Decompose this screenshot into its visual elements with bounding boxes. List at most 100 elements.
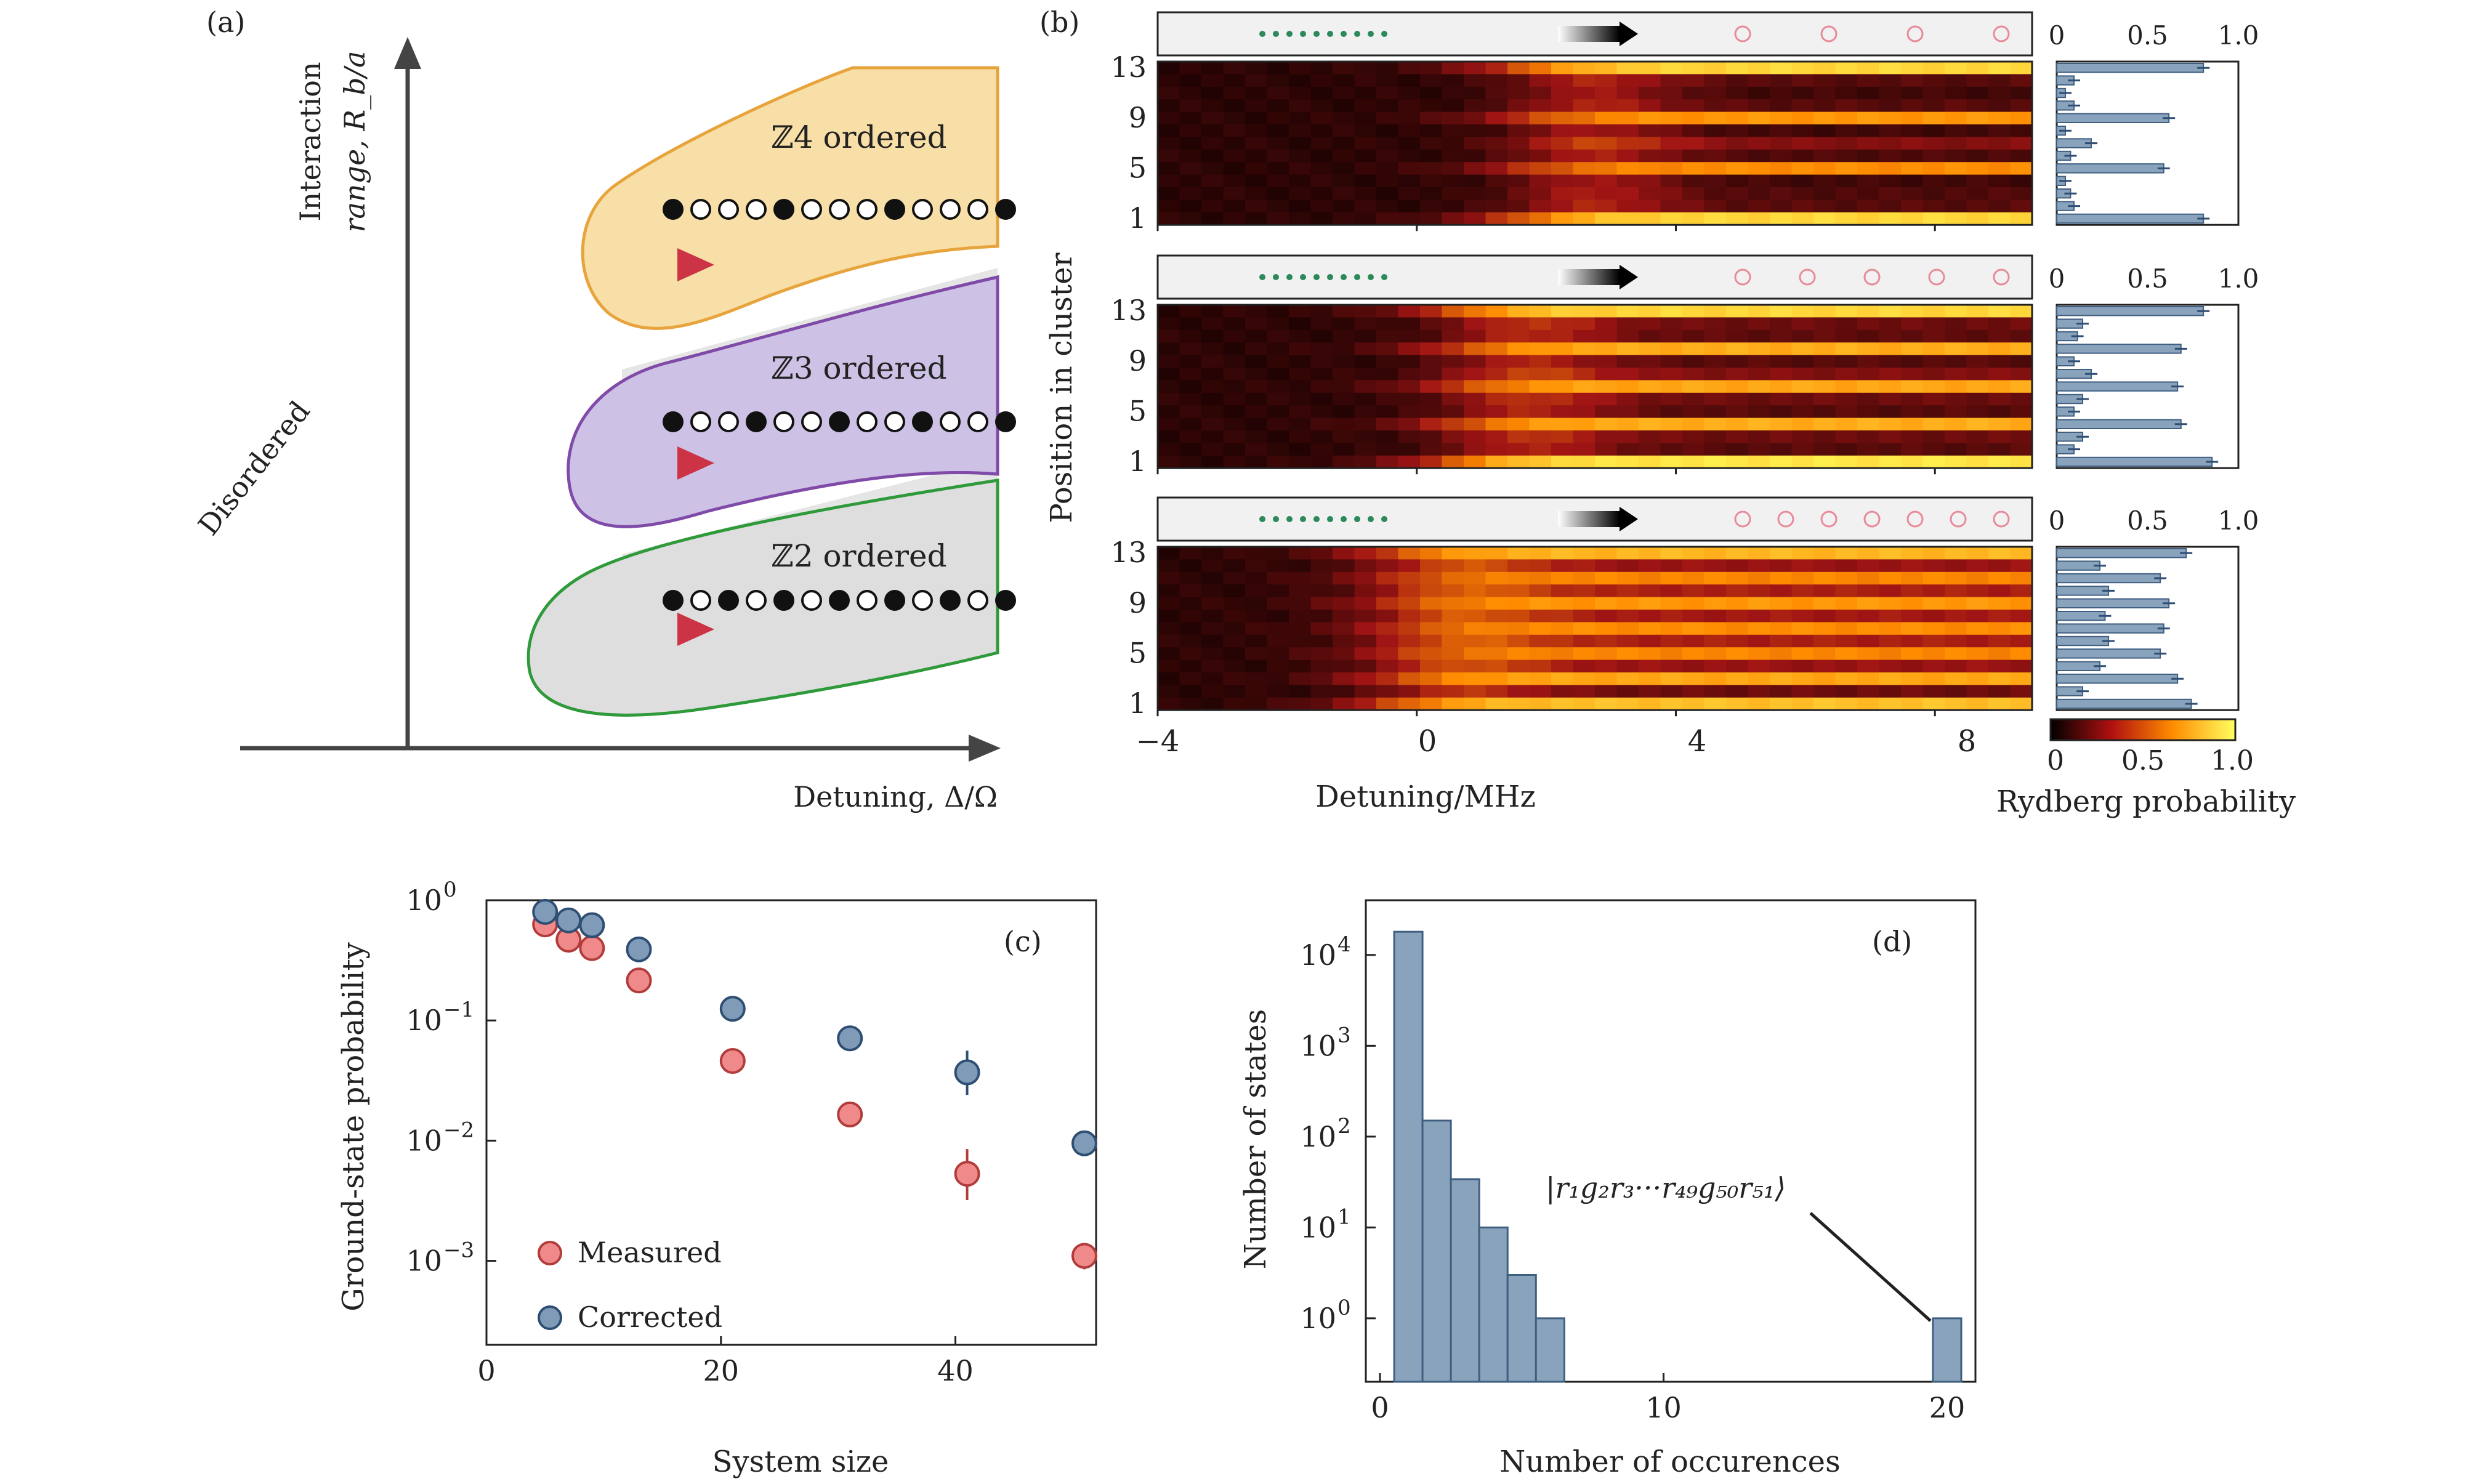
heatmap-cell (1770, 111, 1792, 125)
heatmap-cell (1573, 430, 1596, 443)
heatmap-cell (1748, 355, 1770, 368)
heatmap-cell (1376, 392, 1398, 406)
heatmap-cell (1179, 86, 1202, 100)
heatmap-cell (1354, 200, 1377, 213)
heatmap-cell (1507, 212, 1530, 225)
heatmap-cell (1179, 559, 1202, 573)
heatmap-cell (1988, 174, 2011, 188)
heatmap-cell (1748, 74, 1770, 87)
heatmap-cell (1945, 305, 1967, 318)
heatmap-cell (1726, 571, 1748, 585)
heatmap-cell (1857, 547, 1879, 560)
heatmap-cell (1420, 86, 1442, 100)
heatmap-cell (1179, 137, 1202, 150)
heatmap-cell (1988, 584, 2011, 598)
heatmap-cell (1179, 685, 1202, 698)
heatmap-cell (1726, 200, 1748, 213)
heatmap-cell (1966, 380, 1989, 393)
heatmap-cell (1879, 305, 1902, 318)
heatmap-cell (1988, 380, 2011, 393)
heatmap-cell (1726, 405, 1748, 419)
heatmap-cell (1179, 305, 1202, 318)
heatmap-cell (1616, 597, 1639, 610)
heatmap-cell (1595, 74, 1617, 87)
atom-dot (995, 411, 1016, 432)
heatmap-cell (1245, 392, 1267, 406)
heatmap-cell (1748, 329, 1770, 343)
heatmap-cell (1595, 659, 1617, 673)
d-y-tick: 10 (1300, 1211, 1336, 1244)
heatmap-cell (1158, 547, 1180, 560)
heatmap-cell (1442, 174, 1464, 188)
heatmap-cell (1398, 212, 1421, 225)
heatmap-cell (1333, 86, 1355, 100)
heatmap-cell (1879, 634, 1902, 648)
heatmap-cell (1901, 610, 1923, 623)
heatmap-cell (1660, 62, 1683, 75)
heatmap-cell (1639, 62, 1661, 75)
heatmap-cell (1595, 685, 1617, 698)
heatmap-cell (1398, 571, 1421, 585)
heatmap-cell (1289, 368, 1311, 381)
heatmap-cell (1507, 187, 1530, 200)
heatmap-cell (1966, 86, 1989, 100)
heatmap-cell (1507, 137, 1530, 150)
heatmap-cell (1551, 622, 1573, 635)
d-x-tick: 0 (1371, 1391, 1389, 1424)
heatmap-cell (1507, 610, 1530, 623)
heatmap-cell (1835, 86, 1858, 100)
heatmap-cell (1748, 317, 1770, 331)
heatmap-cell (2010, 417, 2033, 431)
heatmap-cell (1988, 559, 2011, 573)
heatmap-cell (1857, 162, 1879, 175)
heatmap-cell (1464, 610, 1486, 623)
heatmap-cell (1660, 547, 1683, 560)
heatmap-cell (1770, 368, 1792, 381)
heatmap-cell (1507, 634, 1530, 648)
panel-d-annotation: |r₁g₂r₃···r₄₉g₅₀r₅₁⟩ (1546, 1171, 1786, 1204)
atom-dot (773, 199, 794, 220)
heatmap-cell (1726, 368, 1748, 381)
heatmap-cell (1704, 162, 1727, 175)
heatmap-cell (1420, 111, 1442, 125)
atom-dot (940, 199, 961, 220)
heatmap-cell (1857, 634, 1879, 648)
heatmap-cell (1245, 99, 1267, 113)
heatmap-cell (1310, 559, 1333, 573)
heatmap-cell (1201, 571, 1224, 585)
heatmap-cell (1485, 162, 1508, 175)
atom-spot (1341, 516, 1347, 522)
heatmap-cell (1595, 380, 1617, 393)
heatmap-cell (1726, 137, 1748, 150)
x-axis-arrow-icon (969, 735, 1001, 762)
bar-profile-bar (2056, 213, 2205, 224)
heatmap-cell (1529, 685, 1552, 698)
heatmap-cell (1442, 685, 1464, 698)
histogram-bar (1478, 1226, 1509, 1383)
heatmap-cell (1966, 317, 1989, 331)
heatmap-cell (1879, 647, 1902, 661)
heatmap-cell (1245, 342, 1267, 356)
heatmap-cell (1507, 149, 1530, 163)
heatmap-cell (1376, 571, 1398, 585)
heatmap-cell (1813, 317, 1836, 331)
heatmap-cell (1179, 342, 1202, 356)
atom-spot (1368, 274, 1374, 280)
heatmap-cell (1879, 622, 1902, 635)
heatmap-cell (1333, 187, 1355, 200)
heatmap-cell (1376, 187, 1398, 200)
heatmap-cell (1639, 417, 1661, 431)
heatmap-cell (1223, 342, 1246, 356)
heatmap-cell (1201, 685, 1224, 698)
heatmap-cell (1551, 392, 1573, 406)
heatmap-cell (1595, 443, 1617, 456)
heatmap-cell (1616, 317, 1639, 331)
heatmap-cell (1726, 417, 1748, 431)
heatmap-cell (1616, 111, 1639, 125)
heatmap-cell (1158, 571, 1180, 585)
heatmap-cell (1333, 62, 1355, 75)
heatmap-cell (1485, 443, 1508, 456)
z4-label: ℤ4 ordered (771, 119, 946, 155)
